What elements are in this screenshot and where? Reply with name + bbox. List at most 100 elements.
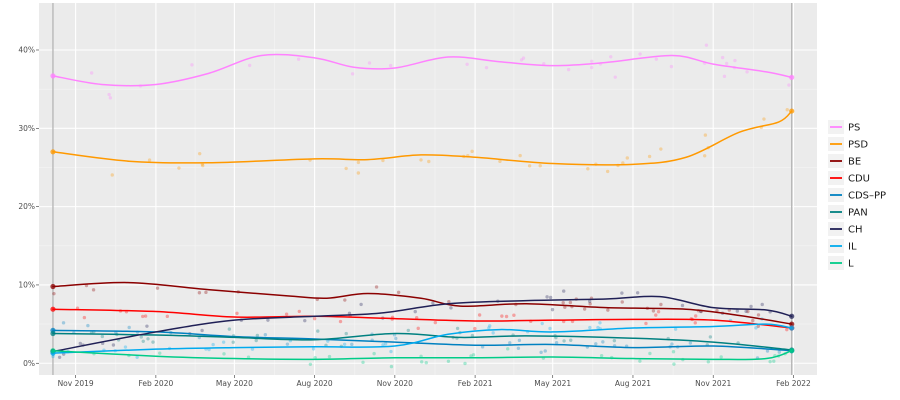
result-point-l xyxy=(789,348,795,354)
legend-label-psd: PSD xyxy=(848,140,868,151)
poll-point xyxy=(521,56,526,60)
result-point-cdu xyxy=(50,306,56,312)
poll-point xyxy=(255,333,260,338)
poll-point xyxy=(765,349,770,353)
result-point-psd xyxy=(789,108,795,114)
poll-point xyxy=(356,171,361,175)
poll-point xyxy=(768,359,772,364)
poll-point xyxy=(671,350,676,354)
poll-point xyxy=(313,355,317,360)
poll-point xyxy=(620,291,624,295)
poll-point xyxy=(141,314,145,319)
poll-point xyxy=(303,318,307,323)
poll-point xyxy=(413,309,417,314)
poll-point xyxy=(473,326,477,331)
poll-point xyxy=(431,301,435,305)
poll-point xyxy=(145,324,149,328)
poll-point xyxy=(250,347,255,351)
poll-point xyxy=(587,299,592,304)
poll-point xyxy=(470,333,475,338)
poll-point xyxy=(654,57,659,61)
poll-point xyxy=(751,318,755,323)
poll-point xyxy=(548,326,552,331)
poll-point xyxy=(477,313,482,317)
trend-lines xyxy=(50,53,795,361)
poll-point xyxy=(372,351,376,356)
poll-point xyxy=(108,96,113,100)
poll-point xyxy=(702,154,707,158)
legend-label-cds-pp: CDS–PP xyxy=(848,191,886,202)
poll-point xyxy=(720,55,725,60)
poll-point xyxy=(433,320,438,325)
result-point-ps xyxy=(789,74,795,80)
poll-point xyxy=(326,339,330,343)
x-tick-label: May 2021 xyxy=(534,379,571,388)
poll-point xyxy=(312,316,317,321)
poll-point xyxy=(588,325,592,330)
poll-point xyxy=(512,313,516,317)
poll-point xyxy=(562,289,566,293)
poll-point xyxy=(722,74,727,79)
poll-point xyxy=(359,302,363,307)
poll-point xyxy=(296,57,301,61)
poll-point xyxy=(568,300,573,305)
poll-point xyxy=(590,65,594,70)
poll-point xyxy=(673,327,678,331)
poll-point xyxy=(100,334,105,339)
poll-point xyxy=(518,153,522,158)
poll-point xyxy=(669,64,674,69)
poll-point xyxy=(343,298,347,302)
poll-point xyxy=(463,361,467,366)
x-tick-label: Nov 2019 xyxy=(58,379,94,388)
poll-point xyxy=(772,359,776,363)
poll-point xyxy=(449,306,453,310)
poll-point xyxy=(222,352,226,356)
poll-point xyxy=(538,164,542,168)
poll-point xyxy=(455,326,460,331)
poll-point xyxy=(389,364,394,369)
poll-point xyxy=(562,339,566,343)
poll-point xyxy=(644,321,648,326)
poll-point xyxy=(516,346,521,351)
trend-line-pan xyxy=(52,332,793,351)
poll-point xyxy=(356,160,361,165)
poll-point xyxy=(506,347,510,351)
poll-point xyxy=(590,59,594,63)
poll-point xyxy=(605,169,610,174)
poll-point xyxy=(419,158,423,162)
poll-point xyxy=(284,312,289,316)
poll-point xyxy=(715,308,719,313)
poll-point xyxy=(638,359,642,363)
poll-point xyxy=(311,347,316,351)
legend-label-ps: PS xyxy=(848,123,860,134)
poll-point xyxy=(519,58,524,62)
legend-label-ch: CH xyxy=(848,225,863,236)
poll-point xyxy=(177,166,181,170)
poll-point xyxy=(227,327,232,331)
poll-point xyxy=(139,335,143,339)
poll-point xyxy=(733,58,737,63)
grid xyxy=(39,3,817,375)
poll-point xyxy=(527,164,532,168)
poll-point xyxy=(550,307,555,312)
trend-line-il xyxy=(52,323,793,354)
poll-point xyxy=(416,326,420,331)
poll-point xyxy=(598,321,602,325)
poll-point xyxy=(491,331,495,335)
poll-point xyxy=(86,323,90,328)
legend-label-pan: PAN xyxy=(848,208,868,219)
poll-point xyxy=(350,342,354,347)
poll-point xyxy=(706,360,711,364)
poll-point xyxy=(647,154,652,159)
poll-point xyxy=(488,324,492,328)
poll-point xyxy=(469,354,473,358)
legend-label-l: L xyxy=(848,259,854,270)
poll-point xyxy=(543,349,547,353)
result-point-il xyxy=(789,325,795,331)
poll-point xyxy=(381,343,385,347)
poll-point xyxy=(504,314,509,319)
poll-point xyxy=(599,353,604,358)
poll-point xyxy=(787,83,791,87)
poll-point xyxy=(609,55,613,59)
poll-point xyxy=(487,326,491,330)
